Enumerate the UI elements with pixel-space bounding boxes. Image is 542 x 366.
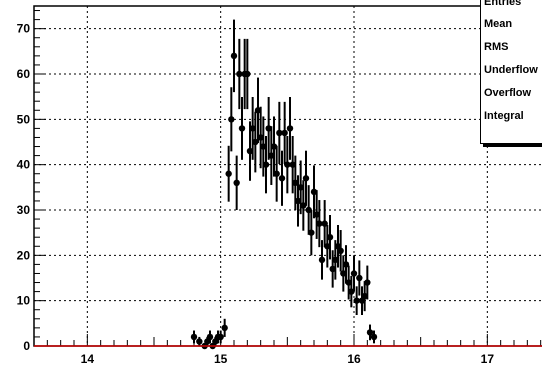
data-point	[308, 229, 315, 236]
y-tick-label: 60	[17, 67, 31, 81]
data-point	[316, 220, 323, 227]
data-point	[276, 129, 283, 137]
data-point	[292, 179, 299, 186]
data-point	[286, 125, 294, 132]
y-tick-label: 0	[23, 339, 30, 353]
data-point	[278, 175, 286, 182]
data-point	[302, 175, 310, 182]
data-point	[257, 134, 264, 141]
data-point	[238, 125, 246, 132]
data-point	[244, 70, 251, 78]
data-point	[230, 52, 238, 60]
y-tick-label: 40	[17, 158, 31, 172]
data-point	[289, 161, 296, 168]
data-point	[356, 274, 363, 282]
data-point	[268, 152, 275, 159]
data-point	[342, 261, 350, 268]
data-point	[297, 184, 304, 191]
stats-underflow-label: Underflow	[484, 64, 538, 76]
y-tick-label: 70	[17, 22, 31, 36]
data-point	[196, 338, 203, 345]
data-point	[284, 161, 291, 168]
data-point	[321, 220, 328, 227]
data-point	[233, 179, 240, 186]
data-point	[249, 125, 256, 132]
data-point	[345, 279, 352, 286]
y-tick-label: 30	[17, 203, 31, 217]
axis-ticks	[33, 10, 542, 347]
data-point	[310, 188, 318, 196]
stats-box: Entries Mean RMS Underflow Overflow Inte…	[480, 0, 542, 144]
x-tick-label: 16	[347, 352, 361, 366]
data-point	[324, 243, 331, 250]
stats-rms-label: RMS	[484, 41, 509, 53]
data-point	[270, 143, 278, 150]
data-point	[221, 324, 228, 332]
data-point	[364, 279, 371, 286]
data-point	[348, 288, 355, 295]
y-tick-label: 20	[17, 248, 31, 262]
data-point	[305, 206, 312, 214]
data-point	[318, 256, 326, 264]
data-point	[337, 247, 344, 254]
grid	[34, 6, 542, 346]
data-point	[300, 202, 307, 209]
data-point	[228, 116, 235, 123]
data-point	[350, 270, 358, 277]
data-point	[340, 270, 347, 277]
stats-integral-label: Integral	[484, 110, 524, 122]
data-point	[281, 129, 288, 137]
data-point	[262, 161, 270, 168]
x-tick-label: 15	[214, 352, 228, 366]
x-tick-label: 14	[81, 352, 95, 366]
data-point	[217, 333, 224, 341]
y-tick-label: 50	[17, 112, 31, 126]
data-point	[254, 107, 262, 114]
y-tick-label: 10	[17, 294, 31, 308]
tick-labels: 0 10 20 30 40 50 60 70 14 15 16 17	[17, 22, 495, 366]
data-point	[313, 211, 320, 218]
data-point	[326, 234, 334, 241]
data-point	[353, 297, 360, 304]
stats-entries-label: Entries	[484, 0, 522, 8]
data-point	[294, 197, 302, 205]
data-point	[252, 138, 259, 146]
data-point	[366, 329, 374, 336]
data-point	[370, 333, 378, 341]
data-points	[190, 19, 378, 350]
stats-mean-label: Mean	[484, 18, 513, 30]
data-point	[246, 147, 254, 155]
data-point	[236, 70, 243, 78]
x-tick-label: 17	[481, 352, 495, 366]
data-point	[225, 170, 232, 177]
data-point	[206, 333, 214, 341]
data-point	[273, 170, 280, 177]
data-point	[361, 292, 368, 300]
data-point	[329, 265, 336, 273]
data-point	[332, 256, 339, 264]
data-point	[265, 125, 272, 132]
data-point	[190, 333, 198, 341]
data-point	[260, 143, 267, 150]
stats-overflow-label: Overflow	[484, 87, 532, 99]
